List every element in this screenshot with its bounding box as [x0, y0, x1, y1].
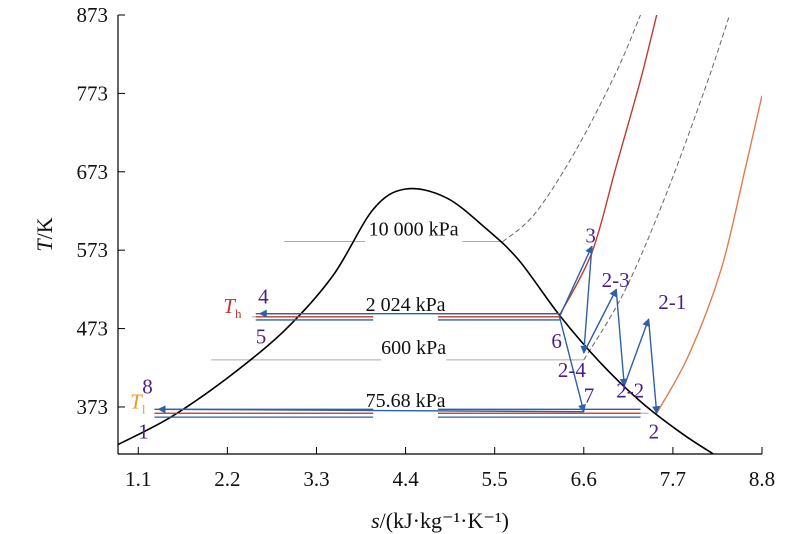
superheat-curve-0	[502, 15, 641, 242]
isobar-label-2: 600 kPa	[381, 337, 446, 359]
superheat-curve-3	[656, 95, 762, 414]
point-label-8: 7	[584, 383, 595, 407]
process-arrow-1	[580, 246, 593, 354]
process-arrow-2	[583, 288, 617, 354]
process-arrow-6	[558, 316, 586, 413]
y-tick-label-5: 873	[77, 3, 109, 27]
point-label-2: 2-1	[658, 290, 686, 314]
x-tick-label-0: 1.1	[125, 467, 151, 491]
x-tick-label-1: 2.2	[214, 467, 240, 491]
y-tick-label-4: 773	[77, 81, 109, 105]
x-axis-unit: /(kJ·kg⁻¹·K⁻¹)	[380, 508, 509, 533]
point-label-10: 1	[138, 419, 149, 443]
temperature-label-0-main: T	[223, 294, 236, 318]
y-tick-label-0: 373	[77, 395, 109, 419]
x-axis-title: s/(kJ·kg⁻¹·K⁻¹)	[371, 508, 509, 533]
isobar-label-3: 75.68 kPa	[366, 390, 446, 412]
temperature-label-0-sub: h	[235, 306, 242, 321]
point-label-11: 2	[649, 419, 660, 443]
x-tick-label-6: 7.7	[660, 467, 686, 491]
x-tick-label-3: 4.4	[392, 467, 419, 491]
x-tick-label-4: 5.5	[482, 467, 508, 491]
point-label-7: 2-2	[616, 379, 644, 403]
saturation-dome	[118, 187, 714, 454]
y-tick-label-2: 573	[77, 238, 109, 262]
x-tick-label-2: 3.3	[303, 467, 329, 491]
temperature-label-1-sub: l	[142, 402, 146, 417]
isobar-label-0: 10 000 kPa	[369, 219, 459, 241]
point-label-5: 6	[551, 329, 562, 353]
process-arrow-0	[558, 245, 593, 318]
x-axis-var: s	[371, 508, 380, 533]
y-axis-unit: /K	[32, 217, 57, 239]
point-label-3: 4	[258, 284, 269, 308]
y-tick-label-1: 473	[77, 317, 109, 341]
process-arrow-7	[157, 405, 584, 414]
point-label-4: 5	[256, 324, 267, 348]
point-label-1: 2-3	[602, 268, 630, 292]
temperature-label-1-main: T	[130, 390, 143, 414]
x-tick-label-7: 8.8	[749, 467, 775, 491]
process-arrow-3	[615, 289, 628, 387]
labels: s/(kJ·kg⁻¹·K⁻¹) T/K 10 000 kPa 2 024 kPa 600…	[32, 217, 686, 533]
temperature-label-1: Tl	[130, 390, 146, 417]
process-arrow-5	[647, 319, 661, 415]
isobar-label-1: 2 024 kPa	[366, 294, 446, 316]
superheat-curve-2	[583, 15, 731, 361]
process-arrow-4	[623, 318, 650, 387]
y-axis-title: T/K	[32, 217, 57, 251]
point-label-6: 2-4	[558, 358, 586, 382]
plot-area	[118, 15, 762, 454]
point-label-9: 8	[142, 375, 153, 399]
temperature-label-0: Th	[223, 294, 242, 321]
x-tick-label-5: 6.6	[571, 467, 597, 491]
y-tick-label-3: 673	[77, 160, 109, 184]
y-axis-var: T	[32, 238, 57, 252]
superheat-curve-1	[558, 15, 658, 316]
point-label-0: 3	[585, 223, 596, 247]
